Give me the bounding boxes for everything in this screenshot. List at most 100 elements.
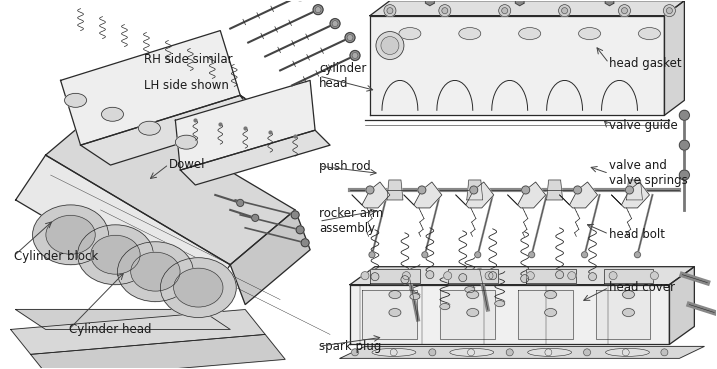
Ellipse shape (91, 235, 140, 274)
Circle shape (347, 35, 353, 41)
Circle shape (444, 272, 452, 280)
Circle shape (426, 271, 434, 279)
Ellipse shape (465, 287, 475, 293)
Polygon shape (670, 267, 694, 344)
Circle shape (680, 110, 689, 120)
Ellipse shape (467, 291, 479, 299)
Ellipse shape (440, 304, 450, 310)
Circle shape (666, 8, 673, 14)
Circle shape (296, 226, 304, 234)
Circle shape (291, 211, 299, 219)
Circle shape (559, 5, 571, 17)
Polygon shape (448, 269, 498, 283)
Circle shape (475, 252, 481, 258)
Circle shape (470, 186, 478, 194)
Ellipse shape (399, 28, 421, 39)
Text: cylinder
head: cylinder head (319, 62, 366, 90)
Circle shape (402, 272, 410, 280)
Circle shape (237, 199, 244, 206)
Text: RH side similar: RH side similar (144, 53, 232, 66)
Ellipse shape (495, 301, 505, 307)
Circle shape (561, 8, 568, 14)
Ellipse shape (138, 121, 161, 135)
Text: Cylinder block: Cylinder block (14, 250, 98, 263)
Circle shape (522, 186, 530, 194)
Circle shape (390, 349, 397, 356)
Ellipse shape (579, 28, 601, 39)
Circle shape (568, 272, 576, 280)
Polygon shape (404, 182, 442, 208)
Polygon shape (559, 182, 597, 208)
Polygon shape (31, 334, 285, 369)
Ellipse shape (528, 348, 571, 356)
Circle shape (350, 51, 360, 61)
Text: LH side shown: LH side shown (144, 79, 229, 92)
Circle shape (489, 272, 497, 280)
Text: push rod: push rod (319, 160, 371, 173)
Ellipse shape (545, 308, 556, 317)
Ellipse shape (102, 107, 123, 121)
Polygon shape (612, 182, 650, 208)
Ellipse shape (545, 291, 556, 299)
Circle shape (345, 32, 355, 42)
Circle shape (352, 52, 358, 58)
Polygon shape (350, 284, 670, 344)
Circle shape (366, 186, 374, 194)
Polygon shape (596, 290, 650, 339)
Polygon shape (60, 31, 240, 145)
Circle shape (635, 252, 640, 258)
Ellipse shape (410, 294, 420, 300)
Polygon shape (370, 15, 665, 115)
Polygon shape (605, 0, 614, 6)
Circle shape (622, 8, 627, 14)
Circle shape (650, 272, 658, 280)
Circle shape (361, 272, 369, 280)
Text: head cover: head cover (609, 281, 675, 294)
Polygon shape (546, 180, 563, 200)
Ellipse shape (389, 291, 401, 299)
Circle shape (556, 271, 564, 279)
Circle shape (584, 349, 591, 356)
Circle shape (330, 18, 340, 28)
Ellipse shape (459, 28, 481, 39)
Polygon shape (370, 269, 420, 283)
Polygon shape (16, 155, 230, 310)
Polygon shape (426, 0, 435, 6)
Circle shape (625, 186, 633, 194)
Ellipse shape (622, 308, 635, 317)
Circle shape (381, 37, 399, 55)
Polygon shape (240, 95, 280, 130)
Polygon shape (46, 100, 295, 265)
Circle shape (526, 272, 534, 280)
Polygon shape (467, 180, 483, 200)
Circle shape (521, 275, 528, 283)
Polygon shape (604, 269, 653, 283)
Circle shape (252, 214, 259, 221)
Circle shape (467, 349, 475, 356)
Text: head gasket: head gasket (609, 57, 682, 70)
Circle shape (502, 8, 508, 14)
Ellipse shape (638, 28, 660, 39)
Circle shape (376, 32, 404, 59)
Circle shape (663, 5, 675, 17)
Polygon shape (340, 346, 704, 358)
Polygon shape (176, 80, 315, 170)
Circle shape (442, 8, 448, 14)
Circle shape (369, 252, 375, 258)
Ellipse shape (450, 348, 494, 356)
Ellipse shape (161, 258, 236, 317)
Ellipse shape (518, 28, 541, 39)
Circle shape (545, 349, 552, 356)
Polygon shape (665, 1, 684, 115)
Circle shape (401, 276, 409, 284)
Ellipse shape (389, 308, 401, 317)
Polygon shape (508, 182, 546, 208)
Polygon shape (516, 0, 524, 6)
Ellipse shape (606, 348, 650, 356)
Polygon shape (387, 180, 403, 200)
Ellipse shape (174, 268, 223, 307)
Ellipse shape (77, 225, 153, 284)
Polygon shape (230, 210, 310, 304)
Polygon shape (456, 182, 494, 208)
Ellipse shape (130, 252, 180, 291)
